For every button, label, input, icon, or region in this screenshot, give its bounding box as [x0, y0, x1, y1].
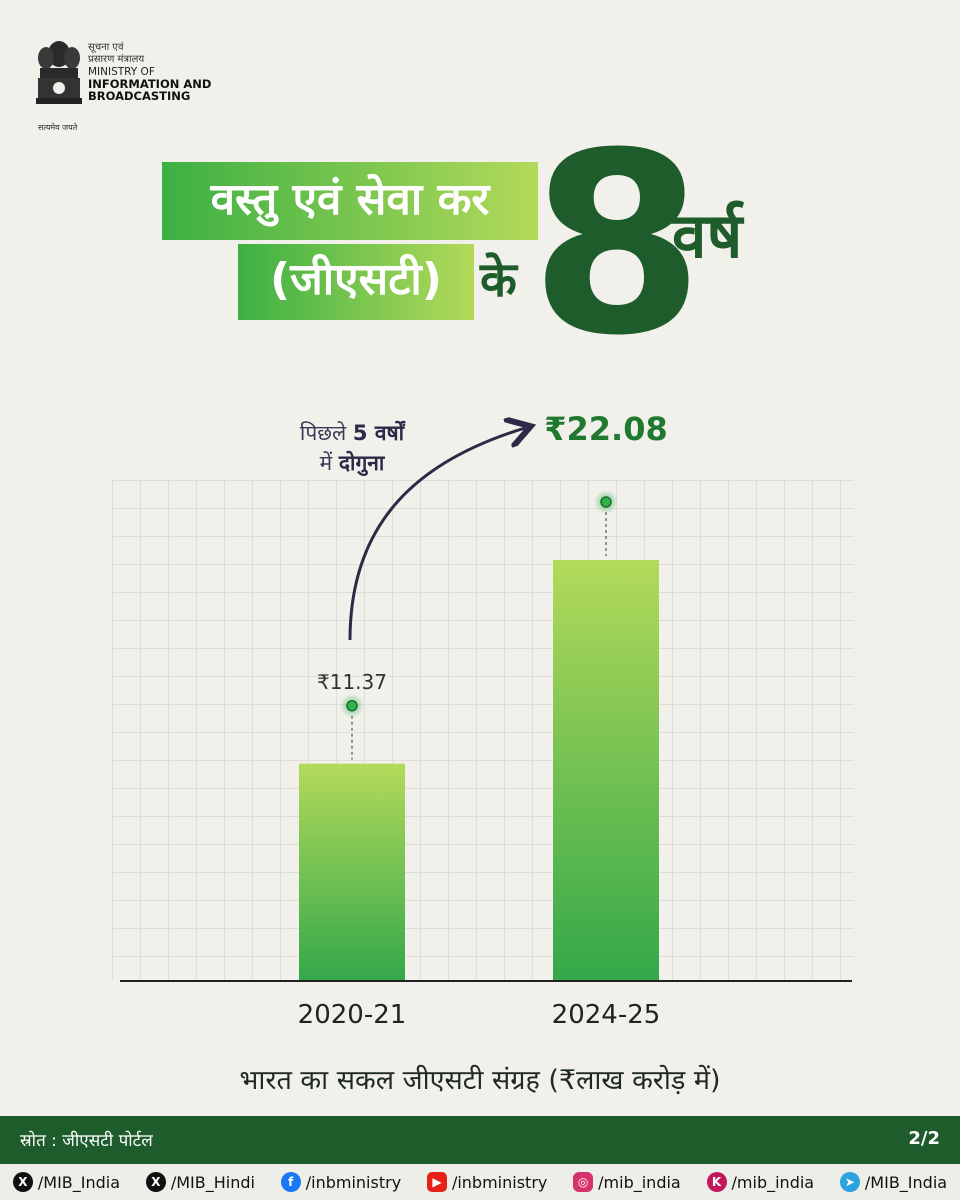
bar-2020-21 — [299, 763, 405, 980]
social-handle: /inbministry — [305, 1172, 402, 1192]
title-highlight-1 — [162, 162, 538, 240]
social-koo[interactable]: K /mib_india — [706, 1172, 815, 1192]
title-line1: वस्तु एवं सेवा कर — [210, 174, 490, 225]
title-line2: (जीएसटी) — [270, 254, 442, 305]
social-facebook[interactable]: f /inbministry — [280, 1172, 402, 1192]
youtube-icon: ▶ — [426, 1172, 447, 1192]
annotation-bold1: 5 वर्षों — [352, 421, 405, 445]
bar-2024-25 — [553, 560, 659, 980]
social-handle: /MIB_Hindi — [170, 1172, 255, 1192]
chart-grid — [112, 480, 854, 980]
annotation-part2: में — [319, 451, 333, 475]
social-handle: /inbministry — [451, 1172, 548, 1192]
kooapp-icon: K — [706, 1172, 727, 1192]
social-handle: /mib_india — [731, 1172, 815, 1192]
page-number: 2/2 — [908, 1128, 940, 1149]
social-x-mib-india[interactable]: X /MIB_India — [12, 1172, 121, 1192]
logo-english-line2: INFORMATION AND — [88, 77, 212, 91]
title-highlight-2 — [238, 244, 474, 320]
title-varsh: वर्ष — [672, 199, 743, 272]
social-handle: /MIB_India — [864, 1172, 948, 1192]
facebook-icon: f — [280, 1172, 301, 1192]
marker-dot-2024-25 — [600, 496, 612, 508]
growth-annotation: पिछले 5 वर्षों में दोगुना — [262, 418, 442, 478]
social-handle: /MIB_India — [37, 1172, 121, 1192]
social-x-mib-hindi[interactable]: X /MIB_Hindi — [145, 1172, 255, 1192]
logo-hindi-line1: सूचना एवं — [88, 42, 124, 53]
annotation-bold2: दोगुना — [338, 451, 385, 475]
x-icon: X — [145, 1172, 166, 1192]
source-text: स्रोत : जीएसटी पोर्टल — [20, 1131, 153, 1151]
social-youtube[interactable]: ▶ /inbministry — [426, 1172, 548, 1192]
bar-value-label-2024-25: ₹22.08 — [544, 410, 668, 448]
social-instagram[interactable]: ◎ /mib_india — [573, 1172, 681, 1192]
social-bar: X /MIB_India X /MIB_Hindi f /inbministry… — [0, 1164, 960, 1200]
growth-arrow — [348, 428, 525, 641]
logo-hindi-line2: प्रसारण मंत्रालय — [88, 54, 145, 65]
annotation-part1: पिछले — [299, 421, 347, 445]
title-number: 8 — [530, 99, 704, 390]
social-telegram[interactable]: ➤ /MIB_India — [839, 1172, 948, 1192]
x-tick-2020-21: 2020-21 — [297, 1000, 407, 1030]
ministry-logo: सूचना एवं प्रसारण मंत्रालय MINISTRY OF I… — [32, 36, 222, 132]
logo-motto: सत्यमेव जयते — [38, 123, 78, 132]
instagram-icon: ◎ — [573, 1172, 594, 1192]
bar-value-label-2020-21: ₹11.37 — [317, 670, 387, 694]
logo-english-line3: BROADCASTING — [88, 89, 191, 103]
chart-caption: भारत का सकल जीएसटी संग्रह (₹लाख करोड़ मे… — [239, 1065, 721, 1096]
social-handle: /mib_india — [598, 1172, 681, 1192]
national-emblem-icon — [36, 41, 82, 104]
telegram-icon: ➤ — [839, 1172, 860, 1192]
title-ke: के — [480, 252, 517, 308]
x-tick-2024-25: 2024-25 — [551, 1000, 661, 1030]
x-icon: X — [12, 1172, 33, 1192]
footer-band — [0, 1116, 960, 1164]
logo-english-line1: MINISTRY OF — [88, 66, 155, 78]
marker-dot-2020-21 — [346, 699, 358, 712]
